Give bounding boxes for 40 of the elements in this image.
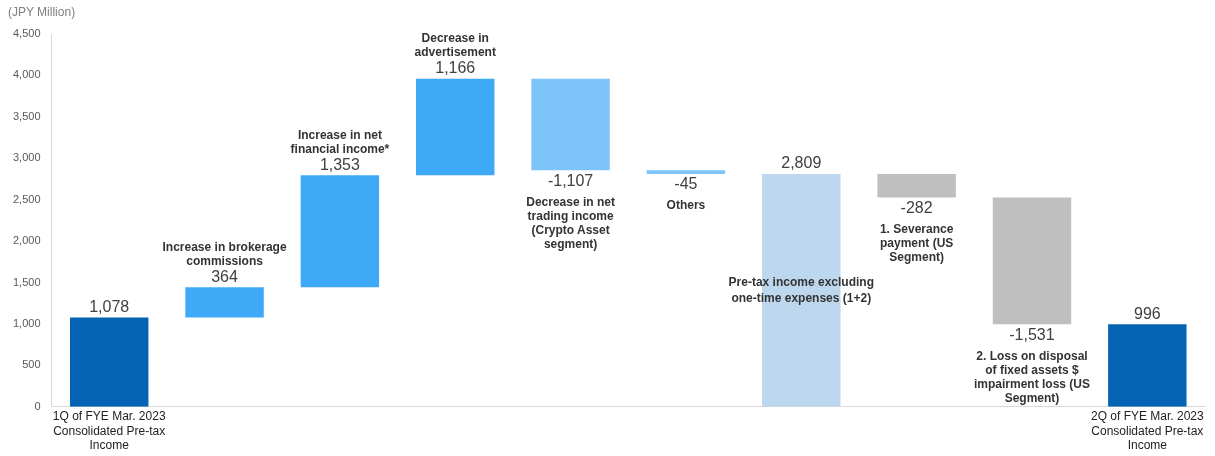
data-label: 996 [1133,304,1161,322]
x-tick-label: Decrease in advertisement [414,30,496,59]
bar [69,317,149,407]
x-tick-label: Increase in net financial income* [290,127,390,156]
x-tick-label: Decrease in net trading income (Crypto Asset segment) [526,194,615,251]
data-label: -1,107 [547,171,594,189]
bar [300,175,380,288]
y-tick-label: 0 [34,399,41,412]
y-tick-label: 2,000 [13,234,41,247]
y-tick-label: 1,500 [13,275,41,288]
y-tick-label: 4,500 [13,27,41,40]
data-label: -1,531 [1009,325,1055,343]
bar [416,78,495,176]
bar [185,287,264,318]
bar [531,78,610,171]
bar [992,197,1072,325]
x-tick-label: Increase in brokerage commissions [162,239,287,268]
y-axis-title: (JPY Million) [8,5,76,19]
bar [877,174,956,198]
x-tick-label: 1. Severance payment (US Segment) [879,221,954,264]
y-tick-label: 3,500 [13,109,41,122]
y-tick-label: 1,000 [13,316,41,329]
x-tick-label: 2. Loss on disposal of fixed assets $ impairment loss (US Segment) [973,348,1090,405]
data-label: 364 [211,267,238,285]
data-label: 1,353 [319,155,361,173]
y-tick-label: 2,500 [13,192,41,205]
y-tick-label: 3,000 [13,151,41,164]
data-label: -282 [900,198,933,216]
x-tick-label: Pre-tax income excluding one-time expenses (1+2) [728,274,874,305]
data-label: 1,078 [89,297,130,315]
x-tick-label: 2Q of FYE Mar. 2023 Consolidated Pre-tax Income [1090,409,1205,453]
x-tick-label: 1Q of FYE Mar. 2023 Consolidated Pre-tax Income [52,409,166,453]
data-label: -45 [674,175,698,193]
data-label: 2,809 [781,154,822,172]
bar [646,170,726,175]
x-tick-label: Others [666,198,706,213]
bar [1108,324,1187,407]
data-label: 1,166 [435,59,476,77]
y-tick-label: 4,000 [13,68,41,81]
y-tick-label: 500 [22,358,41,371]
